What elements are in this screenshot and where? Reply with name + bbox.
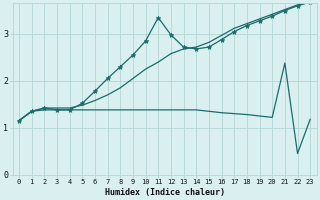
X-axis label: Humidex (Indice chaleur): Humidex (Indice chaleur) xyxy=(105,188,225,197)
